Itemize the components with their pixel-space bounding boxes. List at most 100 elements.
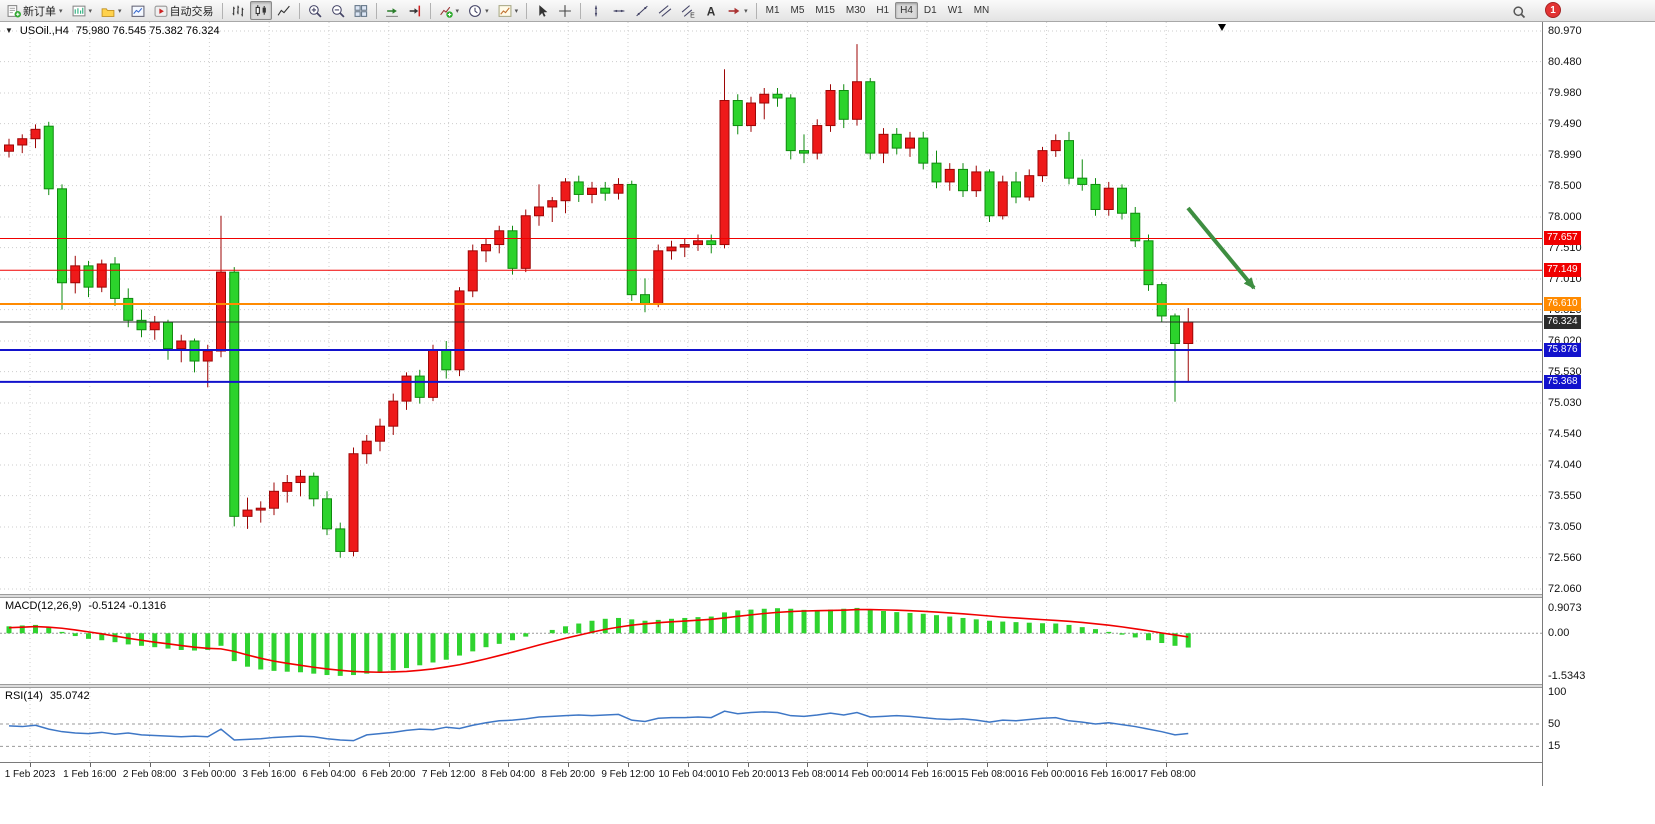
time-tick [747, 763, 749, 767]
svg-text:E: E [690, 12, 695, 18]
auto-trading-icon [154, 5, 168, 17]
toolbar-separator [221, 2, 223, 19]
chevron-down-icon: ▾ [485, 7, 489, 15]
time-axis[interactable]: 1 Feb 2023 1 Feb 16:00 2 Feb 08:00 3 Feb 00… [0, 762, 1542, 786]
price-badge: 76.610 [1544, 297, 1581, 312]
cursor-button[interactable] [531, 1, 553, 20]
chart-shift-button[interactable] [404, 1, 426, 20]
market-watch-icon [131, 5, 145, 17]
panel-divider-macd[interactable] [0, 594, 1655, 598]
toolbar-separator [755, 2, 757, 19]
time-tick-label: 8 Feb 20:00 [541, 769, 595, 780]
time-tick-label: 17 Feb 08:00 [1136, 769, 1196, 780]
time-tick-label: 1 Feb 16:00 [63, 769, 117, 780]
timeframe-m1-button[interactable]: M1 [765, 5, 780, 16]
main-chart-panel[interactable]: ▼ USOil.,H4 75.980 76.545 75.382 76.324 [0, 22, 1542, 594]
timeframe-mn-button[interactable]: MN [973, 5, 990, 16]
templates-button[interactable]: ▾ [494, 1, 523, 20]
periods-icon [469, 4, 481, 17]
time-tick-label: 1 Feb 2023 [4, 769, 56, 780]
trend-arrow-object[interactable] [1186, 206, 1256, 290]
toolbar-separator [580, 2, 582, 19]
price-axis[interactable]: 80.970 80.480 79.980 79.490 78.990 78.500 78.0… [1542, 22, 1655, 786]
crosshair-button[interactable] [554, 1, 576, 20]
time-tick [329, 763, 330, 767]
hline-icon [613, 9, 625, 12]
time-tick-label: 16 Feb 00:00 [1017, 769, 1077, 780]
profiles-button[interactable]: ▾ [97, 1, 126, 20]
chart-collapse-icon[interactable]: ▼ [5, 26, 13, 35]
timeframe-m30-button[interactable]: M30 [845, 5, 866, 16]
zoom-out-icon [331, 4, 345, 18]
time-tick [448, 763, 450, 767]
bar-chart-button[interactable] [227, 1, 249, 20]
notification-badge[interactable]: 1 [1545, 2, 1561, 18]
timeframe-m5-button[interactable]: M5 [790, 5, 805, 16]
timeframe-h4-button[interactable]: H4 [895, 2, 918, 19]
zoom-out-button[interactable] [327, 1, 349, 20]
market-watch-button[interactable] [127, 1, 149, 20]
vertical-line-button[interactable] [585, 1, 607, 20]
tile-windows-button[interactable] [350, 1, 372, 20]
panel-divider-rsi[interactable] [0, 684, 1655, 688]
time-tick [388, 763, 390, 767]
chart-title: ▼ USOil.,H4 75.980 76.545 75.382 76.324 [5, 25, 220, 37]
price-tick-label: 78.500 [1548, 179, 1582, 192]
periods-button[interactable]: ▾ [464, 1, 493, 20]
time-tick-label: 15 Feb 08:00 [957, 769, 1017, 780]
price-tick-label: 78.000 [1548, 211, 1582, 223]
price-tick-label: 79.490 [1548, 117, 1582, 130]
equidistant-channel-button[interactable]: E [677, 1, 699, 20]
time-tick [986, 763, 988, 767]
time-tick [1166, 763, 1168, 767]
time-tick [209, 763, 211, 767]
price-badge: 77.149 [1544, 263, 1581, 278]
arrows-button[interactable]: ▾ [723, 1, 752, 20]
auto-trading-button[interactable]: 自动交易 [150, 1, 218, 20]
time-tick [89, 763, 91, 767]
ohlc-values: 75.980 76.545 75.382 76.324 [75, 25, 220, 37]
timeframe-m15-button[interactable]: M15 [815, 5, 835, 16]
indicators-icon [439, 6, 453, 18]
price-tick-label: 75.030 [1548, 397, 1582, 409]
cursor-icon [539, 4, 548, 17]
text-label-button[interactable]: A [700, 1, 722, 20]
search-button[interactable] [1508, 2, 1530, 21]
price-lines-layer[interactable] [0, 237, 1542, 383]
macd-tick-label: 0.9073 [1548, 602, 1582, 614]
timeframe-h1-button[interactable]: H1 [876, 5, 890, 16]
time-tick [30, 763, 31, 767]
new-order-icon [7, 4, 21, 17]
chevron-down-icon: ▾ [59, 7, 63, 15]
candles-layer [4, 44, 1194, 558]
price-tick-label: 80.970 [1548, 25, 1582, 37]
new-chart-button[interactable]: ▾ [68, 1, 97, 20]
channel-button[interactable] [654, 1, 676, 20]
price-tick-label: 74.040 [1548, 459, 1582, 471]
horizontal-line-button[interactable] [608, 1, 630, 20]
timeframe-w1-button[interactable]: W1 [947, 5, 963, 16]
timeframe-d1-button[interactable]: D1 [923, 5, 937, 16]
auto-scroll-button[interactable] [381, 1, 403, 20]
new-order-button[interactable]: 新订单 ▾ [3, 1, 67, 20]
price-badge: 75.368 [1544, 374, 1581, 389]
tile-icon [354, 4, 367, 17]
chevron-down-icon: ▾ [744, 7, 748, 15]
candles-icon [255, 4, 266, 16]
macd-panel[interactable]: MACD(12,26,9) -0.5124 -0.1316 [0, 598, 1542, 684]
rsi-panel[interactable]: RSI(14) 35.0742 [0, 688, 1542, 762]
line-chart-button[interactable] [273, 1, 295, 20]
macd-svg [0, 598, 1542, 684]
time-tick-label: 9 Feb 12:00 [601, 769, 655, 780]
time-tick [568, 763, 570, 767]
time-tick [1046, 763, 1048, 767]
zoom-in-button[interactable] [304, 1, 326, 20]
equidistant-icon: E [681, 4, 695, 18]
profiles-icon [101, 7, 115, 17]
trendline-button[interactable] [631, 1, 653, 20]
macd-title: MACD(12,26,9) [5, 600, 82, 612]
indicators-button[interactable]: ▾ [435, 1, 464, 20]
rsi-header: RSI(14) 35.0742 [5, 690, 90, 702]
toolbar-separator [375, 2, 377, 19]
candlestick-chart-button[interactable] [249, 1, 272, 20]
